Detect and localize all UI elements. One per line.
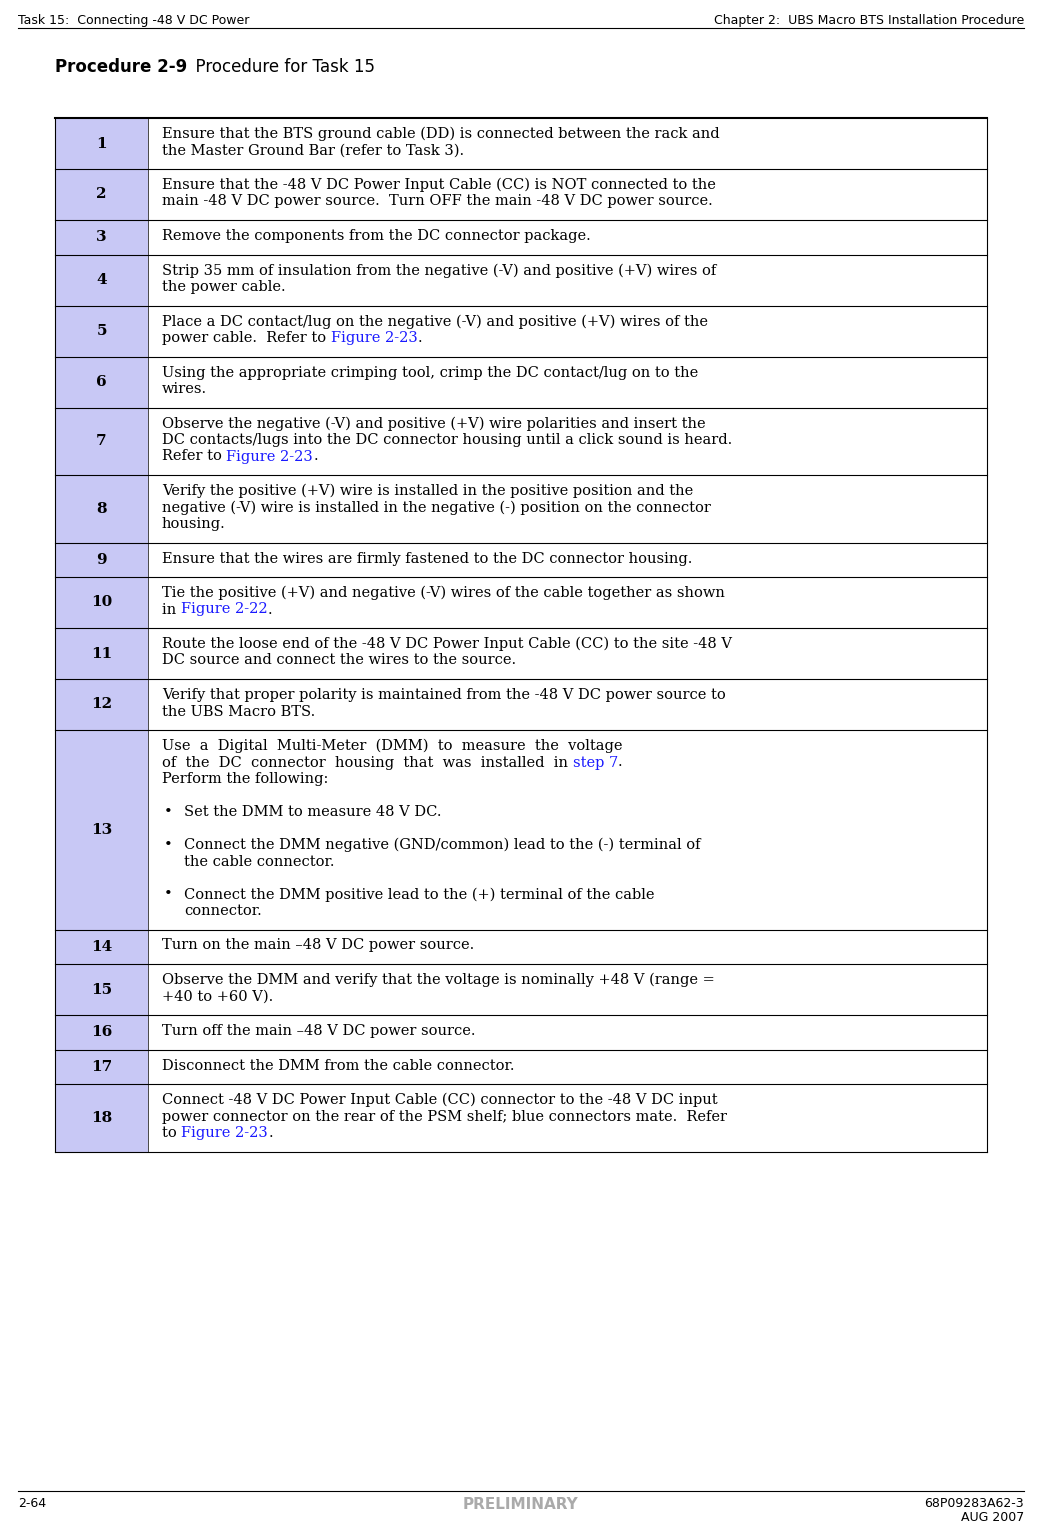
Text: power cable.  Refer to: power cable. Refer to — [162, 331, 330, 345]
Text: Chapter 2:  UBS Macro BTS Installation Procedure: Chapter 2: UBS Macro BTS Installation Pr… — [714, 14, 1024, 27]
Text: 16: 16 — [91, 1025, 113, 1040]
Text: 13: 13 — [91, 823, 113, 837]
Bar — [55, 1015, 148, 1049]
Text: .: . — [268, 1125, 273, 1141]
Bar — [55, 1084, 148, 1151]
Text: Tie the positive (+V) and negative (-V) wires of the cable together as shown: Tie the positive (+V) and negative (-V) … — [162, 586, 725, 600]
Bar — [55, 118, 148, 169]
Text: in: in — [162, 603, 181, 617]
Text: Use  a  Digital  Multi-Meter  (DMM)  to  measure  the  voltage: Use a Digital Multi-Meter (DMM) to measu… — [162, 739, 622, 753]
Bar — [55, 475, 148, 542]
Text: 12: 12 — [91, 698, 113, 712]
Text: 9: 9 — [96, 553, 107, 567]
Bar — [55, 220, 148, 255]
Text: PRELIMINARY: PRELIMINARY — [463, 1496, 579, 1512]
Text: 7: 7 — [96, 434, 107, 449]
Text: Observe the DMM and verify that the voltage is nominally +48 V (range =: Observe the DMM and verify that the volt… — [162, 973, 715, 988]
Text: 6: 6 — [96, 376, 107, 389]
Text: the power cable.: the power cable. — [162, 279, 286, 295]
Text: •: • — [164, 887, 173, 901]
Text: connector.: connector. — [184, 904, 262, 918]
Bar — [55, 964, 148, 1015]
Text: 3: 3 — [96, 231, 107, 244]
Text: Ensure that the -48 V DC Power Input Cable (CC) is NOT connected to the: Ensure that the -48 V DC Power Input Cab… — [162, 179, 716, 192]
Text: Route the loose end of the -48 V DC Power Input Cable (CC) to the site -48 V: Route the loose end of the -48 V DC Powe… — [162, 637, 731, 652]
Text: Procedure for Task 15: Procedure for Task 15 — [185, 58, 375, 76]
Text: Figure 2-23: Figure 2-23 — [226, 449, 314, 464]
Text: Remove the components from the DC connector package.: Remove the components from the DC connec… — [162, 229, 591, 243]
Text: Observe the negative (-V) and positive (+V) wire polarities and insert the: Observe the negative (-V) and positive (… — [162, 417, 705, 431]
Text: •: • — [164, 838, 173, 852]
Text: 11: 11 — [91, 646, 113, 661]
Text: the cable connector.: the cable connector. — [184, 855, 334, 869]
Text: •: • — [164, 805, 173, 818]
Text: Disconnect the DMM from the cable connector.: Disconnect the DMM from the cable connec… — [162, 1058, 515, 1072]
Text: Perform the following:: Perform the following: — [162, 773, 328, 786]
Text: 14: 14 — [91, 939, 113, 954]
Text: 18: 18 — [91, 1110, 113, 1125]
Bar — [55, 305, 148, 356]
Bar — [55, 680, 148, 730]
Text: Ensure that the BTS ground cable (DD) is connected between the rack and: Ensure that the BTS ground cable (DD) is… — [162, 127, 720, 142]
Text: 5: 5 — [96, 324, 106, 337]
Text: 1: 1 — [96, 136, 107, 151]
Bar — [55, 730, 148, 930]
Text: DC contacts/lugs into the DC connector housing until a click sound is heard.: DC contacts/lugs into the DC connector h… — [162, 434, 733, 447]
Text: Verify that proper polarity is maintained from the -48 V DC power source to: Verify that proper polarity is maintaine… — [162, 689, 725, 702]
Text: Figure 2-22: Figure 2-22 — [181, 603, 268, 617]
Text: Turn off the main –48 V DC power source.: Turn off the main –48 V DC power source. — [162, 1025, 475, 1038]
Bar — [55, 628, 148, 680]
Bar — [55, 577, 148, 628]
Text: Turn on the main –48 V DC power source.: Turn on the main –48 V DC power source. — [162, 939, 474, 953]
Text: step 7: step 7 — [573, 756, 618, 770]
Text: .: . — [268, 603, 272, 617]
Bar — [55, 1049, 148, 1084]
Text: 10: 10 — [91, 596, 113, 609]
Text: Refer to: Refer to — [162, 449, 226, 464]
Text: 2-64: 2-64 — [18, 1496, 46, 1510]
Text: Ensure that the wires are firmly fastened to the DC connector housing.: Ensure that the wires are firmly fastene… — [162, 551, 692, 565]
Text: negative (-V) wire is installed in the negative (-) position on the connector: negative (-V) wire is installed in the n… — [162, 501, 711, 515]
Text: wires.: wires. — [162, 382, 207, 395]
Text: 68P09283A62-3: 68P09283A62-3 — [924, 1496, 1024, 1510]
Text: .: . — [314, 449, 318, 464]
Text: .: . — [418, 331, 422, 345]
Text: 2: 2 — [96, 188, 106, 202]
Text: Procedure 2-9: Procedure 2-9 — [55, 58, 188, 76]
Text: power connector on the rear of the PSM shelf; blue connectors mate.  Refer: power connector on the rear of the PSM s… — [162, 1110, 727, 1124]
Text: Place a DC contact/lug on the negative (-V) and positive (+V) wires of the: Place a DC contact/lug on the negative (… — [162, 315, 708, 328]
Text: 4: 4 — [96, 273, 107, 287]
Text: the UBS Macro BTS.: the UBS Macro BTS. — [162, 704, 316, 719]
Text: to: to — [162, 1125, 181, 1141]
Bar — [55, 169, 148, 220]
Text: Verify the positive (+V) wire is installed in the positive position and the: Verify the positive (+V) wire is install… — [162, 484, 693, 498]
Bar — [55, 542, 148, 577]
Text: AUG 2007: AUG 2007 — [961, 1512, 1024, 1524]
Text: Strip 35 mm of insulation from the negative (-V) and positive (+V) wires of: Strip 35 mm of insulation from the negat… — [162, 264, 716, 278]
Bar — [55, 408, 148, 475]
Bar — [55, 930, 148, 964]
Text: .: . — [618, 756, 622, 770]
Text: Set the DMM to measure 48 V DC.: Set the DMM to measure 48 V DC. — [184, 805, 442, 818]
Text: main -48 V DC power source.  Turn OFF the main -48 V DC power source.: main -48 V DC power source. Turn OFF the… — [162, 194, 713, 209]
Text: Connect -48 V DC Power Input Cable (CC) connector to the -48 V DC input: Connect -48 V DC Power Input Cable (CC) … — [162, 1093, 718, 1107]
Bar — [55, 356, 148, 408]
Text: the Master Ground Bar (refer to Task 3).: the Master Ground Bar (refer to Task 3). — [162, 144, 464, 157]
Text: Connect the DMM negative (GND/common) lead to the (-) terminal of: Connect the DMM negative (GND/common) le… — [184, 838, 700, 852]
Text: 8: 8 — [96, 502, 107, 516]
Text: DC source and connect the wires to the source.: DC source and connect the wires to the s… — [162, 654, 516, 667]
Text: housing.: housing. — [162, 518, 226, 531]
Text: Task 15:  Connecting -48 V DC Power: Task 15: Connecting -48 V DC Power — [18, 14, 249, 27]
Text: Figure 2-23: Figure 2-23 — [181, 1125, 268, 1141]
Text: of  the  DC  connector  housing  that  was  installed  in: of the DC connector housing that was ins… — [162, 756, 573, 770]
Text: +40 to +60 V).: +40 to +60 V). — [162, 989, 273, 1003]
Text: Using the appropriate crimping tool, crimp the DC contact/lug on to the: Using the appropriate crimping tool, cri… — [162, 365, 698, 380]
Text: Figure 2-23: Figure 2-23 — [330, 331, 418, 345]
Text: Connect the DMM positive lead to the (+) terminal of the cable: Connect the DMM positive lead to the (+)… — [184, 887, 654, 902]
Text: 17: 17 — [91, 1060, 113, 1073]
Text: 15: 15 — [91, 982, 113, 997]
Bar — [55, 255, 148, 305]
